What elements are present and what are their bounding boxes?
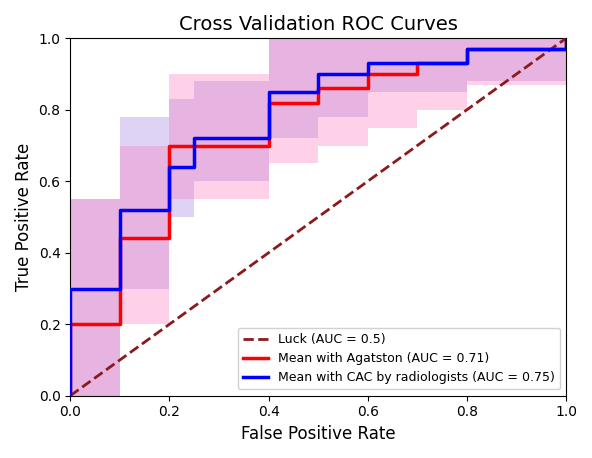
Mean with CAC by radiologists (AUC = 0.75)	[265, 136, 272, 141]
Bar	[70, 199, 120, 396]
Line: Mean with Agatston (AUC = 0.71): Mean with Agatston (AUC = 0.71)	[70, 38, 566, 396]
Mean with Agatston (AUC = 0.71)	[116, 236, 123, 241]
Mean with CAC by radiologists (AUC = 0.75)	[166, 164, 173, 170]
Mean with CAC by radiologists (AUC = 0.75)	[116, 207, 123, 213]
Mean with Agatston (AUC = 0.71)	[364, 86, 371, 91]
Bar	[368, 38, 467, 92]
Bar	[169, 99, 194, 217]
Mean with CAC by radiologists (AUC = 0.75)	[67, 393, 74, 398]
Mean with Agatston (AUC = 0.71)	[67, 393, 74, 398]
Mean with Agatston (AUC = 0.71)	[265, 143, 272, 148]
Mean with Agatston (AUC = 0.71)	[464, 60, 471, 66]
Mean with Agatston (AUC = 0.71)	[265, 100, 272, 105]
Bar	[120, 117, 169, 289]
Line: Mean with CAC by radiologists (AUC = 0.75): Mean with CAC by radiologists (AUC = 0.7…	[70, 38, 566, 396]
Mean with CAC by radiologists (AUC = 0.75)	[562, 46, 570, 52]
Bar	[318, 38, 368, 117]
Mean with CAC by radiologists (AUC = 0.75)	[314, 89, 321, 95]
Mean with CAC by radiologists (AUC = 0.75)	[464, 60, 471, 66]
Bar	[70, 199, 120, 396]
Mean with CAC by radiologists (AUC = 0.75)	[265, 89, 272, 95]
Mean with Agatston (AUC = 0.71)	[67, 322, 74, 327]
X-axis label: False Positive Rate: False Positive Rate	[241, 425, 395, 443]
Mean with CAC by radiologists (AUC = 0.75)	[464, 46, 471, 52]
Mean with CAC by radiologists (AUC = 0.75)	[562, 36, 570, 41]
Mean with Agatston (AUC = 0.71)	[464, 46, 471, 52]
Title: Cross Validation ROC Curves: Cross Validation ROC Curves	[179, 15, 458, 34]
Mean with Agatston (AUC = 0.71)	[414, 60, 421, 66]
Mean with Agatston (AUC = 0.71)	[364, 71, 371, 77]
Mean with CAC by radiologists (AUC = 0.75)	[191, 136, 198, 141]
Mean with CAC by radiologists (AUC = 0.75)	[67, 286, 74, 291]
Mean with Agatston (AUC = 0.71)	[166, 143, 173, 148]
Mean with Agatston (AUC = 0.71)	[562, 36, 570, 41]
Bar	[269, 38, 318, 138]
Bar	[318, 38, 368, 146]
Mean with CAC by radiologists (AUC = 0.75)	[166, 207, 173, 213]
Bar	[467, 38, 566, 81]
Y-axis label: True Positive Rate: True Positive Rate	[15, 143, 33, 291]
Mean with CAC by radiologists (AUC = 0.75)	[314, 71, 321, 77]
Bar	[467, 38, 566, 85]
Mean with Agatston (AUC = 0.71)	[314, 86, 321, 91]
Mean with CAC by radiologists (AUC = 0.75)	[191, 164, 198, 170]
Bar	[194, 81, 269, 181]
Mean with Agatston (AUC = 0.71)	[314, 100, 321, 105]
Legend: Luck (AUC = 0.5), Mean with Agatston (AUC = 0.71), Mean with CAC by radiologists: Luck (AUC = 0.5), Mean with Agatston (AU…	[238, 328, 560, 389]
Mean with CAC by radiologists (AUC = 0.75)	[116, 286, 123, 291]
Bar	[169, 74, 269, 199]
Mean with Agatston (AUC = 0.71)	[562, 46, 570, 52]
Bar	[368, 38, 417, 128]
Mean with Agatston (AUC = 0.71)	[414, 71, 421, 77]
Bar	[120, 146, 169, 324]
Mean with CAC by radiologists (AUC = 0.75)	[364, 60, 371, 66]
Mean with CAC by radiologists (AUC = 0.75)	[364, 71, 371, 77]
Bar	[269, 38, 318, 164]
Mean with Agatston (AUC = 0.71)	[116, 322, 123, 327]
Mean with Agatston (AUC = 0.71)	[166, 236, 173, 241]
Bar	[417, 38, 467, 110]
